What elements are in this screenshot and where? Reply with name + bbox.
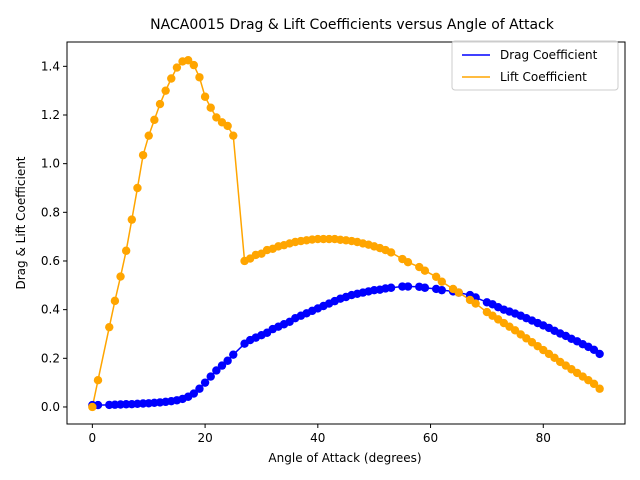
y-axis-label: Drag & Lift Coefficient: [14, 156, 28, 289]
data-point-1-2: [105, 322, 114, 332]
data-point-1-21: [212, 113, 221, 122]
x-tick-label: 40: [310, 431, 325, 445]
data-point-1-20: [206, 103, 215, 112]
data-point-0-21: [212, 366, 221, 375]
data-point-1-7: [133, 183, 142, 193]
data-point-1-53: [403, 258, 413, 267]
data-point-0-19: [200, 378, 210, 387]
data-point-0-53: [403, 282, 413, 291]
x-tick-label: 80: [536, 431, 551, 445]
x-tick-label: 20: [197, 431, 212, 445]
data-point-1-18: [195, 73, 204, 82]
y-tick-label: 0.6: [41, 254, 60, 268]
data-point-0-82: [595, 349, 604, 359]
data-point-1-57: [437, 277, 447, 286]
data-point-1-10: [150, 115, 159, 125]
data-point-0-23: [223, 356, 232, 365]
data-point-1-82: [595, 384, 604, 393]
data-point-1-16: [183, 56, 193, 65]
data-point-0-55: [420, 283, 430, 292]
legend-label-0: Drag Coefficient: [500, 48, 598, 62]
y-tick-label: 1.2: [41, 108, 60, 122]
x-tick-label: 60: [423, 431, 438, 445]
legend: Drag Coefficient Lift Coefficient: [451, 40, 619, 91]
data-point-1-23: [223, 121, 232, 131]
data-point-0-20: [206, 372, 215, 381]
y-tick-label: 1.4: [41, 59, 60, 73]
data-point-1-8: [138, 150, 148, 160]
data-point-1-17: [189, 60, 199, 70]
data-point-1-13: [167, 74, 176, 83]
y-tick-label: 1.0: [41, 157, 60, 171]
data-point-1-12: [161, 86, 170, 95]
y-tick-label: 0.2: [41, 351, 60, 365]
data-point-0-57: [437, 285, 447, 295]
x-tick-label: 0: [89, 431, 97, 445]
y-axis: 0.0 0.2 0.4 0.6 0.8 1.0 1.2 1.4: [41, 59, 67, 414]
data-point-1-3: [110, 296, 120, 306]
x-axis-label: Angle of Attack (degrees): [268, 451, 421, 465]
data-point-1-4: [116, 272, 125, 281]
data-point-1-59: [454, 288, 463, 297]
data-point-0-24: [229, 350, 238, 359]
plot-area: [88, 56, 604, 412]
data-point-1-51: [386, 248, 396, 257]
data-point-1-61: [471, 299, 480, 308]
data-point-1-14: [172, 63, 182, 72]
data-point-0-18: [195, 384, 204, 393]
y-tick-label: 0.4: [41, 303, 60, 317]
data-point-1-1: [93, 376, 103, 385]
data-point-0-17: [189, 389, 199, 398]
legend-box: [451, 40, 619, 91]
data-point-1-19: [200, 92, 210, 101]
data-point-1-6: [127, 215, 137, 224]
data-point-1-81: [589, 379, 599, 389]
data-point-1-11: [155, 99, 165, 109]
data-point-1-9: [144, 131, 153, 140]
data-point-1-0: [88, 402, 97, 412]
data-point-0-51: [386, 283, 396, 292]
data-point-1-24: [229, 131, 238, 140]
y-tick-label: 0.8: [41, 205, 60, 219]
plot-frame: [66, 41, 626, 425]
data-point-1-5: [121, 246, 131, 255]
data-point-1-56: [431, 272, 441, 281]
data-point-1-55: [420, 266, 430, 275]
y-tick-label: 0.0: [41, 400, 60, 414]
data-point-0-22: [217, 361, 227, 370]
x-axis: 0 20 40 60 80: [89, 424, 551, 445]
legend-label-1: Lift Coefficient: [500, 70, 587, 84]
chart-title: NACA0015 Drag & Lift Coefficients versus…: [150, 17, 555, 33]
